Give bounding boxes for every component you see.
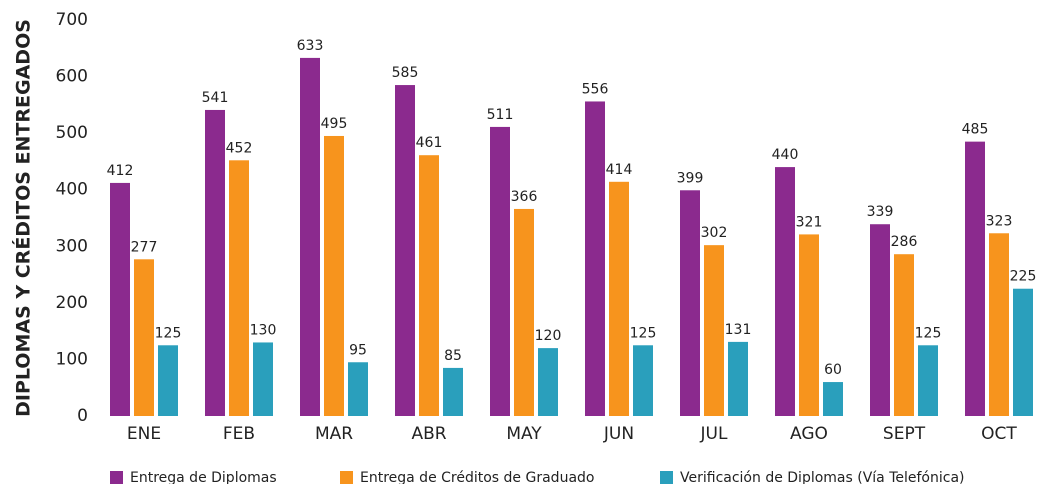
- legend-label: Verificación de Diplomas (Vía Telefónica…: [680, 470, 964, 484]
- y-tick-label: 500: [56, 123, 88, 143]
- bar: [965, 141, 985, 416]
- y-tick-label: 400: [56, 180, 88, 200]
- value-label: 412: [107, 163, 134, 179]
- bar: [324, 135, 344, 416]
- bar: [704, 245, 724, 416]
- value-label: 95: [349, 342, 367, 358]
- y-tick-label: 200: [56, 293, 88, 313]
- y-axis-title: DIPLOMAS Y CRÉDITOS ENTREGADOS: [12, 19, 35, 417]
- x-tick-label: JUL: [700, 424, 728, 444]
- value-label: 366: [511, 189, 538, 205]
- bar: [728, 341, 748, 416]
- value-label: 414: [606, 162, 633, 178]
- value-label: 60: [824, 362, 842, 378]
- bar: [680, 190, 700, 416]
- bar: [799, 234, 819, 416]
- value-label: 85: [444, 348, 462, 364]
- legend-swatch: [110, 471, 123, 484]
- value-label: 120: [535, 328, 562, 344]
- bar: [419, 155, 439, 416]
- y-tick-label: 300: [56, 236, 88, 256]
- bar: [300, 57, 320, 416]
- y-tick-label: 700: [56, 10, 88, 30]
- bar: [1013, 288, 1033, 416]
- value-label: 556: [582, 81, 609, 97]
- bar: [538, 348, 558, 416]
- value-label: 321: [796, 214, 823, 230]
- legend-swatch: [660, 471, 673, 484]
- value-label: 633: [297, 38, 324, 54]
- bar: [348, 362, 368, 416]
- value-label: 541: [202, 90, 229, 106]
- bar: [134, 259, 154, 416]
- bar: [443, 367, 463, 416]
- value-label: 125: [630, 325, 657, 341]
- bar: [585, 101, 605, 416]
- value-label: 339: [867, 204, 894, 220]
- bar: [918, 345, 938, 416]
- x-tick-label: FEB: [223, 424, 255, 444]
- bar: [205, 109, 225, 416]
- bar: [775, 167, 795, 416]
- y-tick-label: 100: [56, 349, 88, 369]
- value-label: 461: [416, 135, 443, 151]
- legend-swatch: [340, 471, 353, 484]
- y-tick-label: 600: [56, 67, 88, 87]
- bar: [395, 85, 415, 417]
- bar: [989, 233, 1009, 416]
- value-label: 130: [250, 322, 277, 338]
- x-tick-label: ENE: [127, 424, 161, 444]
- value-label: 452: [226, 140, 253, 156]
- value-label: 125: [915, 325, 942, 341]
- y-tick-label: 0: [77, 406, 88, 426]
- value-label: 511: [487, 107, 514, 123]
- bar: [823, 382, 843, 416]
- value-label: 585: [392, 65, 419, 81]
- bar: [253, 342, 273, 416]
- legend-label: Entrega de Diplomas: [130, 470, 277, 484]
- x-tick-label: SEPT: [883, 424, 926, 444]
- bar: [609, 181, 629, 416]
- bar: [110, 182, 130, 416]
- value-label: 495: [321, 116, 348, 132]
- value-label: 323: [986, 213, 1013, 229]
- x-tick-label: OCT: [981, 424, 1017, 444]
- bar: [894, 254, 914, 416]
- bar: [490, 126, 510, 417]
- value-label: 440: [772, 147, 799, 163]
- value-label: 302: [701, 225, 728, 241]
- x-tick-label: JUN: [603, 424, 634, 444]
- x-tick-label: AGO: [790, 424, 828, 444]
- bar: [633, 345, 653, 416]
- value-label: 225: [1010, 269, 1037, 285]
- bar: [514, 208, 534, 416]
- x-tick-label: MAY: [506, 424, 542, 444]
- bar: [158, 345, 178, 416]
- value-label: 277: [131, 239, 158, 255]
- value-label: 485: [962, 122, 989, 138]
- value-label: 131: [725, 322, 752, 338]
- x-tick-label: MAR: [315, 424, 353, 444]
- legend-label: Entrega de Créditos de Graduado: [360, 470, 594, 484]
- value-label: 125: [155, 325, 182, 341]
- bar: [229, 160, 249, 416]
- x-tick-label: ABR: [411, 424, 446, 444]
- value-label: 399: [677, 170, 704, 186]
- bar: [870, 224, 890, 416]
- value-label: 286: [891, 234, 918, 250]
